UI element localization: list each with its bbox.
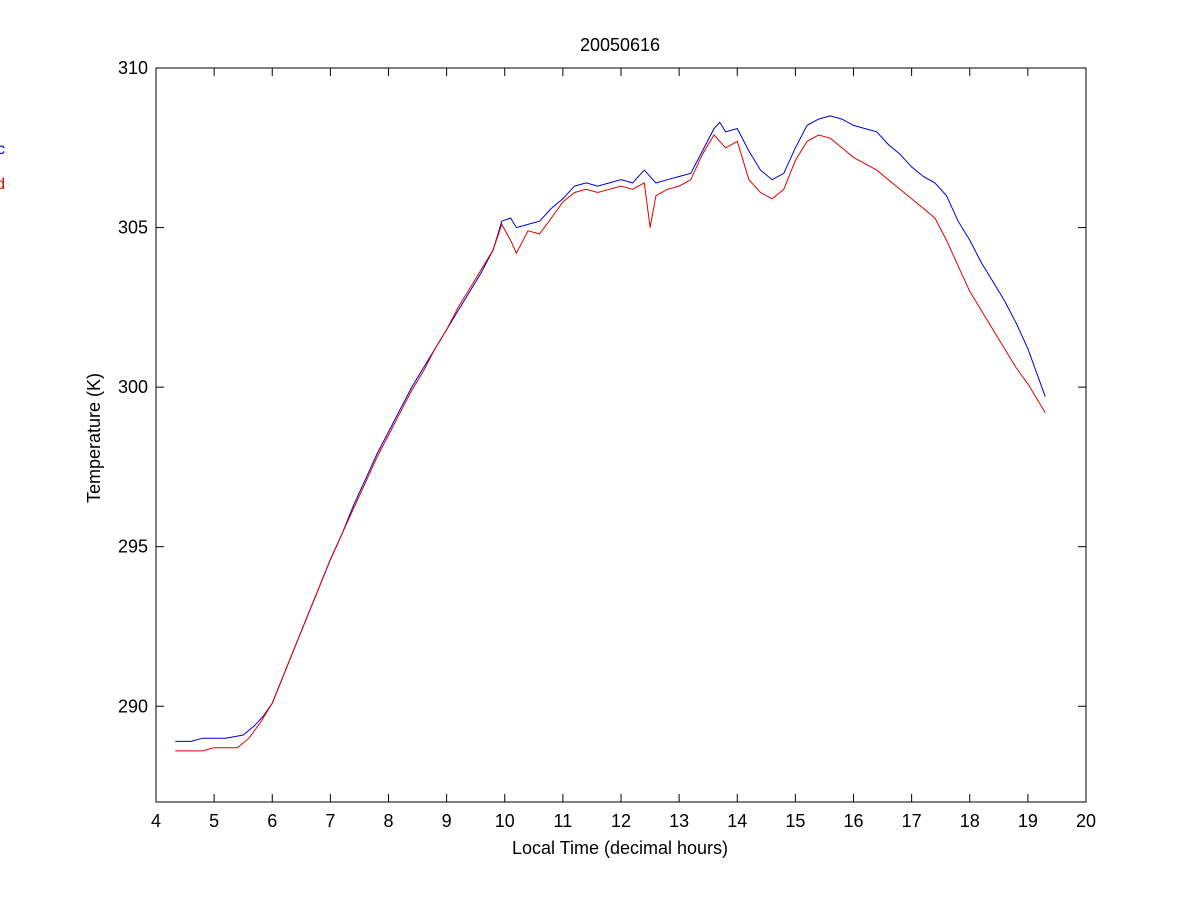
chart-title: 20050616 [580, 35, 660, 55]
legend-entry-c: c [0, 141, 5, 158]
series-line-d [175, 134, 1046, 752]
plot-area-frame [155, 67, 1087, 803]
x-tick-label: 7 [325, 811, 335, 831]
y-tick-label: 290 [118, 696, 148, 716]
x-tick-label: 13 [669, 811, 689, 831]
y-tick-label: 305 [118, 218, 148, 238]
y-tick-label: 310 [118, 58, 148, 78]
x-tick-label: 18 [960, 811, 980, 831]
x-tick-label: 14 [727, 811, 747, 831]
x-tick-label: 17 [902, 811, 922, 831]
x-tick-label: 15 [785, 811, 805, 831]
y-axis-title: Temperature (K) [84, 373, 104, 503]
x-tick-label: 5 [209, 811, 219, 831]
x-tick-label: 16 [843, 811, 863, 831]
x-tick-label: 12 [611, 811, 631, 831]
x-tick-label: 6 [267, 811, 277, 831]
y-tick-label: 295 [118, 537, 148, 557]
series-layer [175, 115, 1046, 752]
x-tick-label: 9 [442, 811, 452, 831]
x-tick-label: 8 [383, 811, 393, 831]
x-tick-label: 10 [495, 811, 515, 831]
axis-ticks: 4 5 6 7 8 9 10 11 12 13 14 15 16 17 18 19 20 290 295 300 305… [118, 58, 1096, 831]
y-tick-label: 300 [118, 377, 148, 397]
x-tick-label: 4 [151, 811, 161, 831]
x-tick-label: 19 [1018, 811, 1038, 831]
legend: cd [0, 141, 5, 193]
x-axis-title: Local Time (decimal hours) [512, 838, 728, 858]
x-tick-label: 11 [554, 811, 573, 831]
x-tick-label: 20 [1076, 811, 1096, 831]
series-line-c [175, 115, 1046, 742]
legend-entry-d: d [0, 176, 5, 193]
